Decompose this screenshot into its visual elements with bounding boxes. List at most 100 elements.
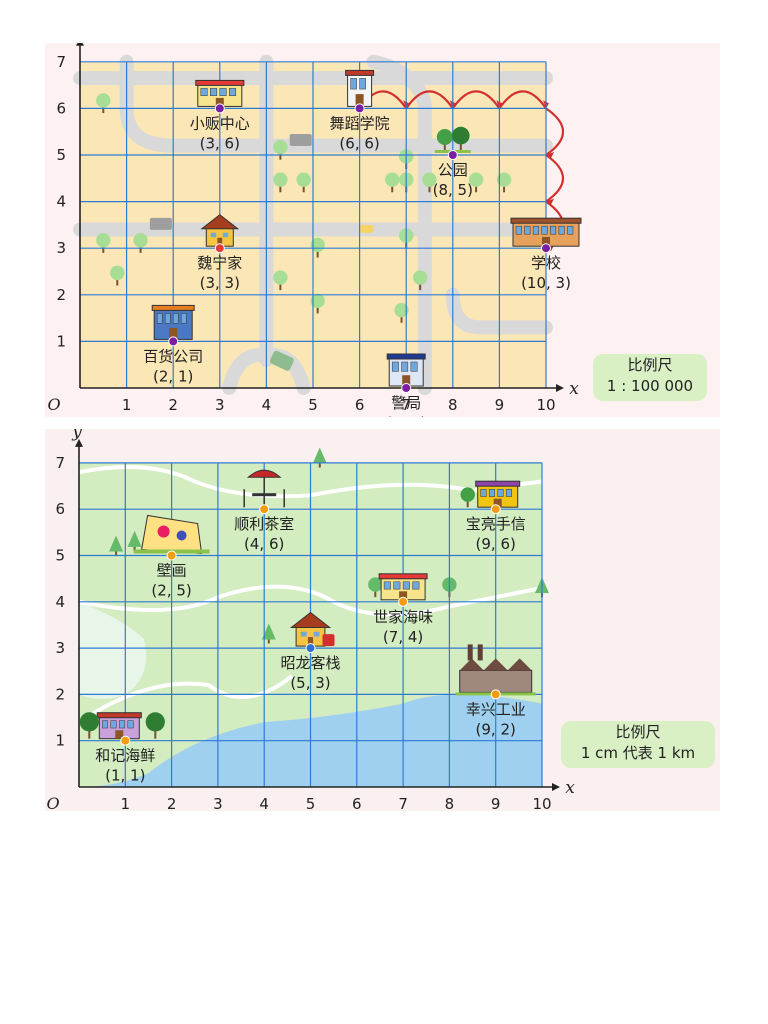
map-point: 公园 (8, 5) [433,126,473,199]
x-tick-label: 10 [532,795,551,811]
x-tick-label: 4 [259,795,269,811]
point-name: 壁画 [157,562,187,580]
x-tick-label: 5 [308,396,318,414]
bus-icon [269,350,294,371]
map-point: 小贩中心 (3, 6) [190,79,250,152]
point-coordinates: (9, 6) [476,535,516,553]
map-trees [109,447,549,644]
x-tick-label: 3 [215,396,225,414]
point-name: 百货公司 [143,347,203,365]
point-marker [490,504,501,515]
point-name: 警局 [391,394,421,412]
y-axis-arrow [76,43,84,46]
x-tick-label: 7 [401,396,411,414]
point-name: 学校 [531,254,561,272]
point-coordinates: (2, 5) [151,582,191,600]
scale-title: 比例尺 [615,723,661,741]
scale-box-2: 比例尺 1 cm 代表 1 km [561,721,715,768]
point-marker [259,504,270,515]
point-marker [168,336,179,347]
point-coordinates: (3, 6) [200,134,240,152]
origin-label: O [47,395,60,414]
point-name: 世家海味 [373,608,433,626]
map-point: 昭龙客栈 (5, 3) [280,611,341,692]
point-name: 和记海鲜 [95,747,155,765]
map-point: 世家海味 (7, 4) [373,573,433,646]
point-name: 顺利茶室 [234,515,294,533]
x-tick-label: 5 [306,795,316,811]
x-axis-label: x [569,379,579,399]
point-marker [120,735,131,746]
scale-value: 1 cm 代表 1 km [580,744,696,762]
car-icon [359,224,374,233]
x-tick-label: 10 [536,396,555,414]
point-marker [541,243,551,254]
school-icon [510,217,582,247]
origin-label: O [46,794,59,811]
map-point: 幸兴工业 (9, 2) [455,644,536,738]
point-marker [447,150,458,160]
point-coordinates: (9, 2) [476,720,516,738]
y-tick-label: 4 [56,193,66,211]
souvenir-shop-icon [460,480,521,508]
point-coordinates: (1, 1) [105,767,145,785]
tall-building-icon [345,69,375,107]
y-axis-label: y [71,429,82,442]
point-name: 昭龙客栈 [280,654,340,672]
point-marker [354,103,365,114]
point-name: 宝亮手信 [466,515,526,533]
y-tick-label: 3 [55,639,65,657]
x-tick-label: 6 [352,795,362,811]
y-tick-label: 7 [56,53,66,71]
point-marker [214,103,225,114]
x-tick-label: 1 [121,795,131,811]
x-tick-label: 9 [495,396,505,414]
y-tick-label: 7 [55,454,65,472]
coordinate-map-2: x y O 1 2 3 4 5 6 7 8 9 10 1 2 3 4 5 6 7 顺利茶室 (4, 6) 宝亮手信 (9, 6… [46,429,575,811]
point-name: 公园 [438,161,468,179]
scale-box-1: 比例尺 1 : 100 000 [593,354,707,401]
map-point: 警局 (7, 0) [386,353,426,417]
point-coordinates: (7, 4) [383,628,423,646]
point-coordinates: (4, 6) [244,535,284,553]
x-tick-label: 2 [167,795,177,811]
map-point: 和记海鲜 (1, 1) [79,712,165,785]
y-axis-arrow [75,438,83,447]
point-coordinates: (3, 3) [200,274,240,292]
x-axis-label: x [565,778,575,798]
x-tick-label: 6 [355,396,365,414]
point-name: 舞蹈学院 [330,114,390,132]
x-tick-label: 1 [122,396,132,414]
shop-building-icon [378,573,428,601]
cafe-table-icon [243,469,285,508]
map-trees [96,93,512,323]
map-point: 舞蹈学院 (6, 6) [330,69,390,152]
point-name: 小贩中心 [190,114,250,132]
point-marker [490,689,501,700]
y-tick-label: 2 [56,286,66,304]
point-marker [401,383,412,393]
y-tick-label: 2 [55,685,65,703]
x-tick-label: 9 [491,795,501,811]
map-point: 顺利茶室 (4, 6) [234,469,294,553]
coordinate-map-1: xyO123456789101234567小贩中心(3, 6)舞蹈学院(6, 6… [47,43,582,417]
point-name: 幸兴工业 [466,700,526,718]
shop-building-icon [195,79,245,107]
map-point: 魏宁家 (3, 3) [197,214,242,292]
y-tick-label: 1 [55,732,65,750]
point-coordinates: (10, 3) [521,274,571,292]
x-tick-label: 8 [445,795,455,811]
point-coordinates: (7, 0) [386,414,426,417]
x-tick-label: 7 [398,795,408,811]
point-coordinates: (5, 3) [290,674,330,692]
scale-title: 比例尺 [627,356,673,374]
x-axis-arrow [552,783,560,791]
point-marker [398,596,409,607]
scale-value: 1 : 100 000 [606,377,694,395]
map-panel-2: x y O 1 2 3 4 5 6 7 8 9 10 1 2 3 4 5 6 7 顺利茶室 (4, 6) 宝亮手信 (9, 6… [45,429,720,811]
y-tick-label: 6 [55,500,65,518]
x-tick-label: 3 [213,795,223,811]
map-point: 壁画 (2, 5) [133,514,210,600]
map-point: 百货公司 (2, 1) [143,304,203,385]
point-marker [166,550,177,561]
